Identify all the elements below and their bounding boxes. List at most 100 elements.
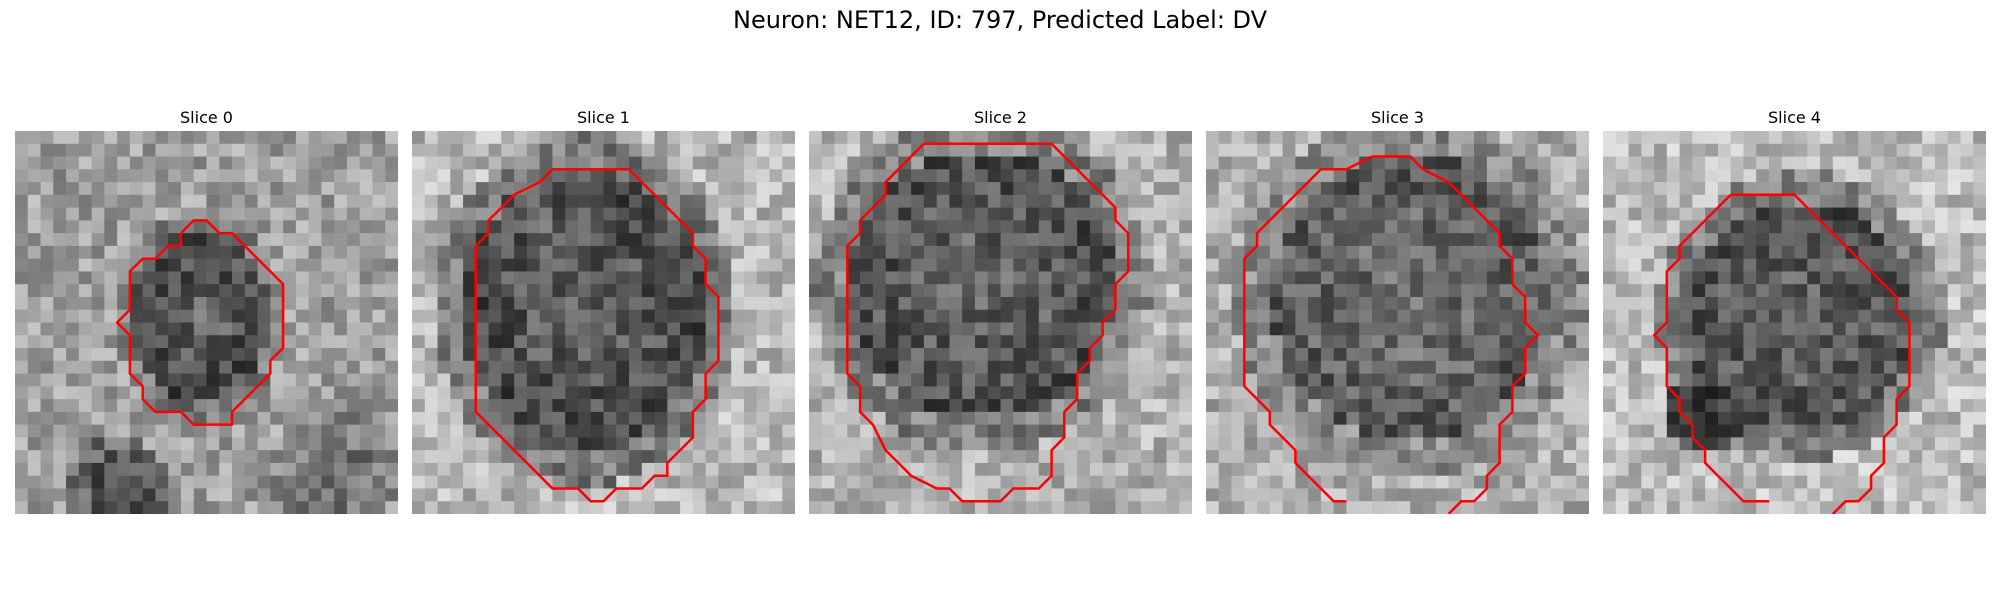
image-pixel: [1947, 386, 1962, 400]
slice-panel-4: Slice 4: [1603, 105, 1986, 514]
image-pixel: [987, 411, 1002, 426]
image-pixel: [1871, 156, 1885, 170]
image-pixel: [1909, 501, 1923, 514]
image-pixel: [1525, 360, 1539, 375]
image-pixel: [1128, 143, 1142, 158]
image-pixel: [1000, 258, 1014, 273]
image-pixel: [501, 475, 515, 490]
image-pixel: [782, 501, 795, 514]
image-pixel: [1973, 245, 1986, 260]
image-pixel: [847, 335, 861, 349]
image-pixel: [616, 296, 630, 311]
image-pixel: [987, 131, 1002, 145]
image-pixel: [1435, 309, 1450, 324]
image-pixel: [244, 131, 259, 145]
image-pixel: [1615, 335, 1630, 349]
image-pixel: [283, 348, 297, 362]
image-pixel: [270, 462, 284, 477]
image-pixel: [705, 220, 719, 234]
image-pixel: [1423, 360, 1437, 375]
image-pixel: [641, 131, 656, 145]
image-pixel: [1397, 245, 1411, 260]
image-pixel: [1257, 424, 1271, 438]
image-pixel: [1051, 131, 1065, 145]
image-pixel: [654, 462, 668, 477]
image-pixel: [270, 424, 284, 438]
image-pixel: [962, 437, 976, 451]
image-pixel: [1423, 462, 1437, 477]
image-pixel: [1781, 462, 1796, 477]
image-pixel: [1794, 245, 1808, 260]
image-pixel: [1206, 271, 1220, 285]
image-pixel: [552, 207, 566, 221]
image-pixel: [155, 450, 169, 464]
image-pixel: [359, 386, 374, 400]
image-pixel: [1615, 373, 1630, 387]
image-pixel: [1679, 220, 1693, 234]
image-pixel: [232, 475, 246, 490]
image-pixel: [782, 258, 795, 273]
image-pixel: [1166, 245, 1180, 260]
image-pixel: [1934, 424, 1949, 438]
image-pixel: [692, 462, 707, 477]
image-pixel: [514, 271, 528, 285]
image-pixel: [667, 143, 681, 158]
image-pixel: [155, 501, 169, 514]
image-pixel: [1654, 424, 1668, 438]
image-pixel: [385, 258, 398, 273]
image-pixel: [1486, 284, 1501, 298]
image-pixel: [743, 475, 758, 490]
image-pixel: [1384, 450, 1399, 464]
image-pixel: [1089, 373, 1104, 387]
image-pixel: [1781, 207, 1796, 221]
image-pixel: [565, 309, 579, 324]
image-pixel: [1820, 450, 1834, 464]
image-pixel: [1384, 424, 1399, 438]
image-pixel: [129, 271, 144, 285]
image-pixel: [40, 450, 54, 464]
image-pixel: [1845, 373, 1859, 387]
image-pixel: [1000, 386, 1014, 400]
image-pixel: [860, 131, 874, 145]
image-pixel: [475, 424, 490, 438]
image-pixel: [898, 296, 912, 311]
image-pixel: [321, 399, 335, 413]
image-pixel: [1218, 335, 1233, 349]
image-pixel: [155, 194, 169, 209]
image-pixel: [1038, 348, 1053, 362]
image-pixel: [104, 194, 118, 209]
image-pixel: [488, 360, 502, 375]
image-pixel: [641, 309, 656, 324]
image-pixel: [1140, 450, 1155, 464]
image-pixel: [1064, 207, 1078, 221]
image-pixel: [1140, 322, 1155, 336]
image-pixel: [206, 284, 220, 298]
image-pixel: [450, 488, 464, 502]
image-pixel: [936, 131, 951, 145]
image-pixel: [437, 475, 451, 490]
image-pixel: [27, 411, 42, 426]
image-pixel: [526, 501, 541, 514]
image-pixel: [654, 169, 668, 183]
image-pixel: [206, 258, 220, 273]
image-pixel: [1166, 501, 1180, 514]
image-pixel: [1871, 437, 1885, 451]
image-pixel: [1871, 386, 1885, 400]
image-pixel: [66, 335, 80, 349]
image-pixel: [847, 348, 861, 362]
image-pixel: [987, 194, 1002, 209]
image-pixel: [692, 143, 707, 158]
image-pixel: [1346, 309, 1360, 324]
image-pixel: [1269, 437, 1284, 451]
image-pixel: [1730, 258, 1745, 273]
image-pixel: [526, 373, 541, 387]
image-pixel: [1474, 271, 1488, 285]
image-pixel: [1537, 437, 1552, 451]
image-pixel: [718, 182, 732, 196]
roi-contour: [1730, 193, 1911, 514]
image-pixel: [1320, 450, 1335, 464]
image-pixel: [1397, 296, 1411, 311]
image-pixel: [1730, 424, 1745, 438]
image-pixel: [1922, 182, 1936, 196]
image-pixel: [731, 207, 745, 221]
